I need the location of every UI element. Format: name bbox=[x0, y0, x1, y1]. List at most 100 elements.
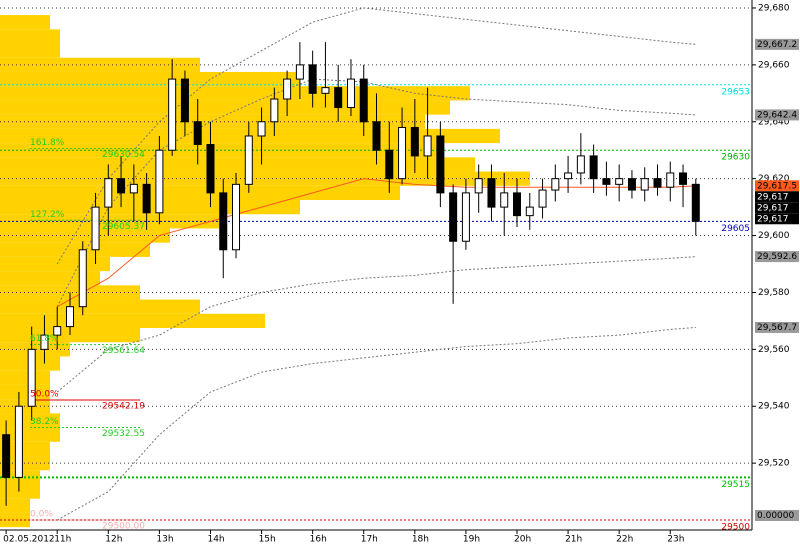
fib-price: 29542.19 bbox=[102, 402, 145, 412]
axis-labels: 29,52029,54029,56029,58029,60029,62029,6… bbox=[3, 3, 799, 545]
candle-body bbox=[589, 155, 598, 180]
fib-level: 38.2% bbox=[30, 417, 59, 427]
profile-bar bbox=[0, 29, 60, 44]
price-box-label: 29,667.2 bbox=[757, 40, 797, 50]
profile-bar bbox=[0, 512, 30, 528]
profile-bar bbox=[0, 242, 150, 257]
candle-body bbox=[640, 178, 649, 191]
candle-body bbox=[346, 78, 355, 109]
candle-body bbox=[257, 121, 266, 137]
price-box bbox=[755, 202, 799, 214]
band-line bbox=[56, 7, 696, 265]
candle-body bbox=[78, 249, 87, 308]
x-tick-label: 02.05.2012 bbox=[3, 535, 55, 545]
x-tick-label: 20h bbox=[514, 535, 531, 545]
x-tick-label: 22h bbox=[616, 535, 633, 545]
fib-level: 61.8% bbox=[30, 334, 59, 344]
candle-body bbox=[129, 183, 138, 194]
profile-bar bbox=[0, 185, 400, 200]
candle-body bbox=[615, 178, 624, 185]
profile-bar bbox=[0, 384, 50, 400]
candles bbox=[2, 42, 700, 506]
level-label: 29515 bbox=[721, 480, 750, 490]
candle-body bbox=[40, 334, 49, 350]
candle-body bbox=[538, 189, 547, 208]
candle-body bbox=[564, 172, 573, 180]
labels: 29653 29630 29605 29515 29500 161.8% 29630.54 1… bbox=[30, 87, 750, 532]
candle-body bbox=[691, 183, 700, 222]
x-tick-label: 16h bbox=[310, 535, 327, 545]
profile-bar bbox=[0, 157, 475, 172]
candle-body bbox=[321, 87, 330, 94]
candle-body bbox=[244, 135, 253, 185]
price-box-label: 29,617.5 bbox=[757, 181, 797, 191]
candle-body bbox=[295, 64, 304, 80]
profile-bar bbox=[0, 43, 60, 58]
candle-body bbox=[359, 78, 368, 123]
x-tick-label: 19h bbox=[463, 535, 480, 545]
candle-body bbox=[53, 326, 62, 336]
candle-body bbox=[513, 192, 521, 217]
profile-bar bbox=[0, 456, 50, 471]
candle-body bbox=[398, 126, 407, 180]
candle-body bbox=[679, 172, 688, 185]
candle-body bbox=[65, 306, 74, 328]
candle-body bbox=[449, 192, 458, 242]
candle-body bbox=[104, 178, 113, 208]
profile-bar bbox=[0, 271, 100, 286]
candle-body bbox=[410, 126, 419, 157]
price-box-label: 29,592.6 bbox=[757, 252, 797, 262]
profile-bar bbox=[0, 498, 30, 513]
price-box bbox=[755, 38, 799, 50]
candle-body bbox=[487, 178, 496, 208]
fib-level: 161.8% bbox=[30, 138, 65, 148]
fib-level: 127.2% bbox=[30, 210, 65, 220]
fib-price: 29532.55 bbox=[102, 429, 145, 439]
profile-bar bbox=[0, 86, 470, 101]
candle-body bbox=[155, 149, 164, 214]
y-tick-label: 29,520 bbox=[758, 459, 790, 469]
x-tick-label: 15h bbox=[259, 535, 276, 545]
x-tick-label: 21h bbox=[565, 535, 582, 545]
level-label: 29500 bbox=[721, 523, 750, 533]
x-tick-label: 18h bbox=[412, 535, 429, 545]
candle-body bbox=[653, 178, 662, 188]
y-tick-label: 29,580 bbox=[758, 288, 790, 298]
price-box bbox=[755, 109, 799, 121]
candle-body bbox=[219, 192, 228, 251]
profile-bar bbox=[0, 100, 450, 115]
level-label: 29605 bbox=[721, 224, 750, 234]
profile-bar bbox=[0, 171, 530, 186]
profile-bar bbox=[0, 370, 50, 385]
x-tick-label: 23h bbox=[667, 535, 684, 545]
candle-body bbox=[232, 183, 241, 251]
price-box bbox=[755, 180, 799, 192]
price-box-label: 29,617 bbox=[757, 192, 789, 202]
profile-bar bbox=[0, 313, 265, 329]
profile-bar bbox=[0, 228, 170, 243]
profile-bar bbox=[0, 71, 300, 87]
candle-body bbox=[551, 178, 560, 191]
candle-body bbox=[423, 135, 432, 157]
y-tick-label: 29,660 bbox=[758, 60, 790, 70]
candle-body bbox=[308, 64, 317, 94]
candle-body bbox=[2, 434, 11, 478]
profile-bar bbox=[0, 484, 40, 499]
y-tick-label: 29,560 bbox=[758, 345, 790, 355]
profile-bar bbox=[0, 441, 50, 457]
price-box bbox=[755, 321, 799, 333]
level-label: 29630 bbox=[721, 153, 750, 163]
fib-price: 29605.37 bbox=[102, 222, 145, 232]
price-box-label: 29,567.7 bbox=[757, 323, 797, 333]
candle-body bbox=[193, 121, 202, 146]
indicator-label: 0.00000 bbox=[757, 511, 794, 521]
price-box-label: 29,617 bbox=[757, 203, 789, 213]
candle-body bbox=[602, 178, 611, 185]
candle-body bbox=[27, 348, 36, 407]
candle-body bbox=[91, 206, 100, 251]
level-label: 29653 bbox=[721, 87, 750, 97]
fib-level: 50.0% bbox=[30, 390, 59, 400]
y-tick-label: 29,600 bbox=[758, 231, 790, 241]
y-tick-label: 29,540 bbox=[758, 402, 790, 412]
